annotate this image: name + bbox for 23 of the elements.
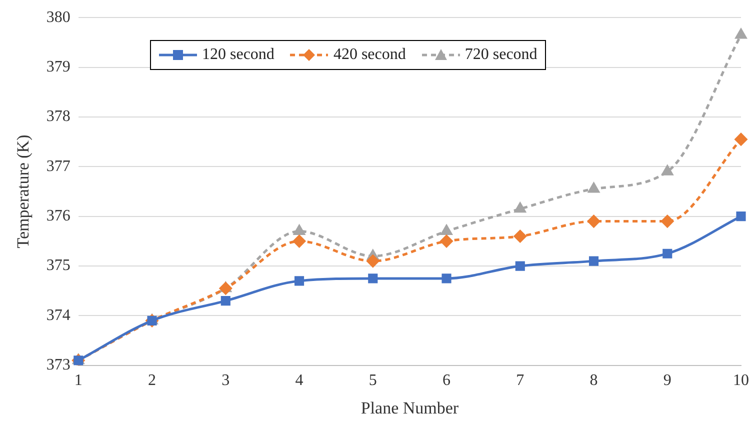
legend-label: 720 second <box>464 46 538 64</box>
y-tick-label: 374 <box>46 306 70 324</box>
x-tick-label: 5 <box>368 372 377 390</box>
x-tick-label: 6 <box>442 372 451 390</box>
legend-label: 120 second <box>202 46 274 64</box>
x-tick-label: 9 <box>663 372 672 390</box>
x-tick-label: 4 <box>295 372 304 390</box>
x-axis-title: Plane Number <box>360 398 459 418</box>
y-tick-label: 380 <box>46 8 70 26</box>
x-tick-label: 10 <box>733 372 749 390</box>
y-tick-label: 379 <box>46 58 70 76</box>
x-tick-label: 7 <box>516 372 524 390</box>
x-tick-label: 8 <box>590 372 598 390</box>
legend-label: 420 second <box>333 46 406 64</box>
x-tick-label: 1 <box>74 372 82 390</box>
y-tick-label: 376 <box>46 208 70 225</box>
y-tick-label: 373 <box>46 356 70 374</box>
y-tick-label: 378 <box>46 108 70 126</box>
y-axis-title: Temperature (K) <box>14 134 33 248</box>
y-tick-label: 377 <box>46 158 70 175</box>
y-tick-label: 375 <box>46 257 70 274</box>
x-tick-label: 3 <box>222 372 230 390</box>
x-tick-label: 2 <box>148 372 156 390</box>
